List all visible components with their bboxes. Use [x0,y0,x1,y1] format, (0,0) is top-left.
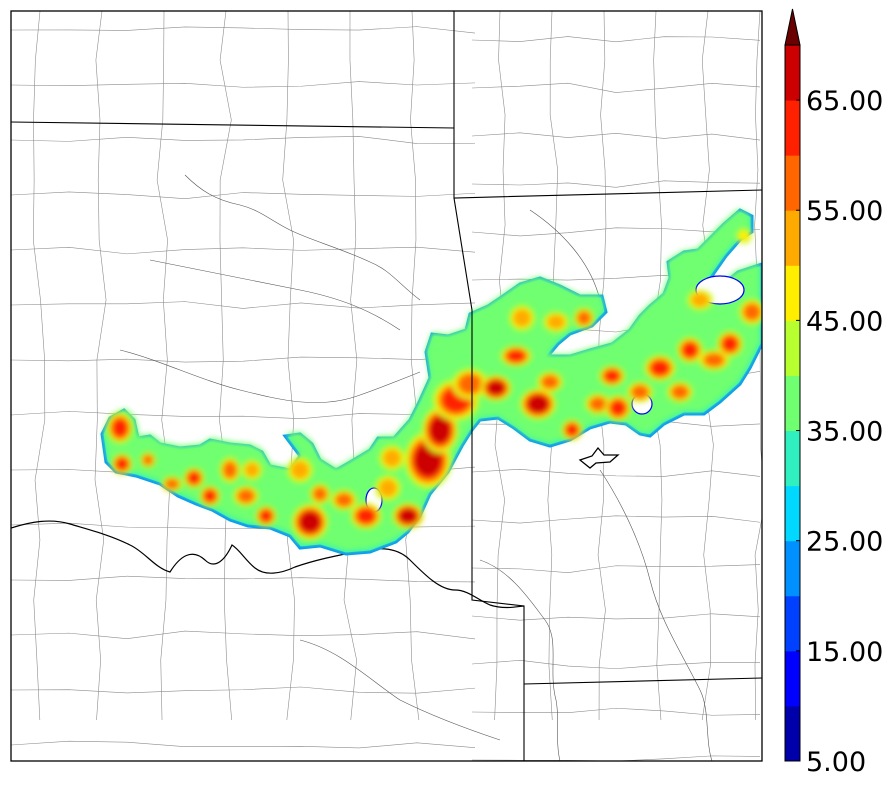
colorbar-tick-label: 5.00 [806,747,866,778]
lake [578,446,620,469]
colorbar-bin [785,650,800,707]
colorbar-bin [785,100,800,156]
reflectivity-field [100,208,762,556]
colorbar-bin [785,320,800,376]
colorbar-tick-label: 55.00 [806,196,883,227]
colorbar-tick-label: 45.00 [806,306,883,337]
colorbar-bin [785,45,800,101]
map-frame [10,10,763,762]
colorbar-bin [785,540,800,597]
colorbar-bin [785,485,800,542]
state-borders [11,11,762,761]
colorbar-bin [785,155,800,211]
colorbar-bin [785,595,800,652]
colorbar: 5.00 15.00 25.00 35.00 45.00 55.00 65.00 [784,8,883,778]
colorbar-bin [785,705,800,762]
colorbar-tick-label: 25.00 [806,527,883,558]
colorbar-tick-label: 35.00 [806,417,883,448]
colorbar-bin [785,375,800,432]
colorbar-tick-label: 65.00 [806,86,883,117]
county-borders [11,11,762,761]
colorbar-bin [785,430,800,487]
colorbar-tick-label: 15.00 [806,637,883,668]
colorbar-bin [785,265,800,321]
map-panel [11,11,762,761]
colorbar-extend-arrow [784,8,801,46]
colorbar-bin [785,210,800,266]
red-river [11,520,525,609]
